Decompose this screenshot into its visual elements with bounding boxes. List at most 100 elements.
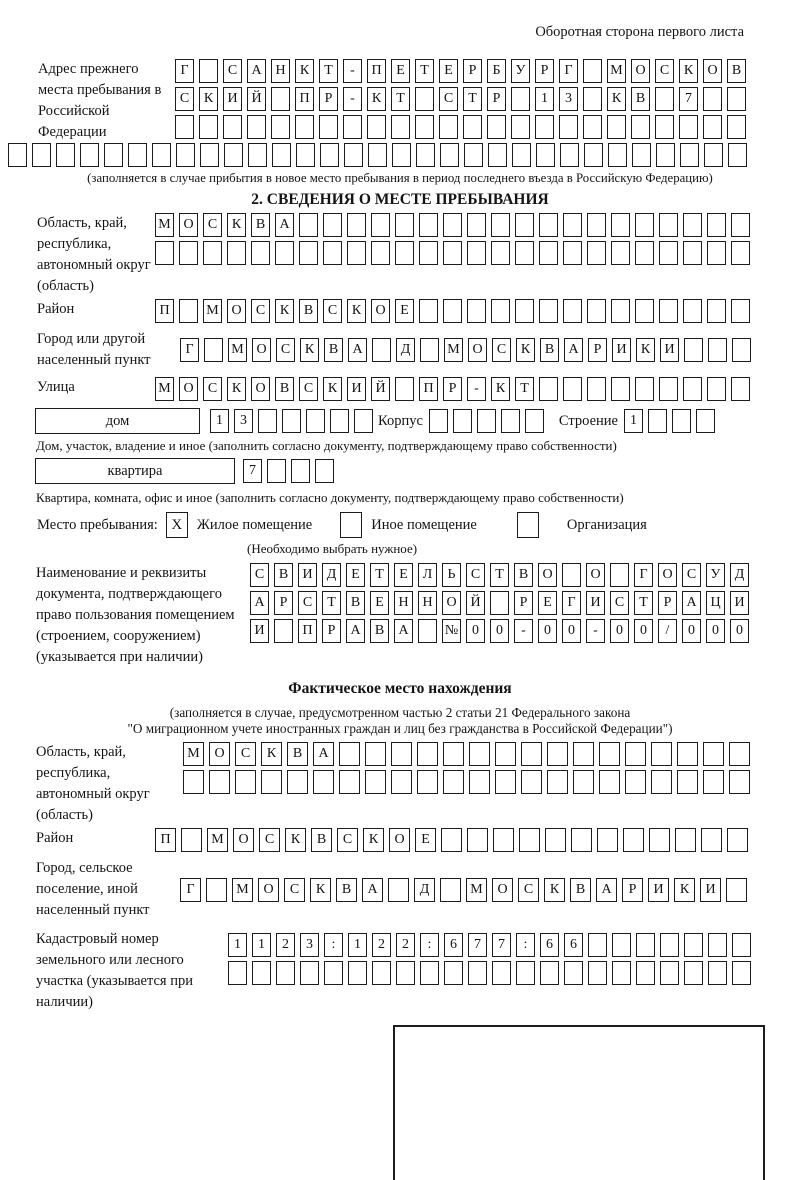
char-box[interactable] — [611, 241, 630, 265]
char-box[interactable] — [467, 828, 488, 852]
char-box[interactable]: Г — [175, 59, 194, 83]
char-box[interactable]: О — [371, 299, 390, 323]
char-box[interactable]: С — [203, 377, 222, 401]
char-box[interactable] — [32, 143, 51, 167]
char-box[interactable] — [388, 877, 409, 902]
char-box[interactable]: И — [660, 338, 679, 362]
char-box[interactable]: Р — [319, 87, 338, 111]
char-box[interactable] — [440, 143, 459, 167]
char-box[interactable]: 0 — [730, 619, 749, 643]
char-box[interactable] — [536, 143, 555, 167]
char-box[interactable]: С — [466, 563, 485, 587]
char-box[interactable] — [679, 115, 698, 139]
char-box[interactable] — [704, 143, 723, 167]
dom-field[interactable]: дом — [35, 408, 200, 434]
char-box[interactable]: Г — [634, 563, 653, 587]
char-box[interactable]: О — [389, 828, 410, 852]
char-box[interactable] — [726, 877, 747, 902]
char-box[interactable] — [415, 115, 434, 139]
char-box[interactable] — [703, 87, 722, 111]
char-box[interactable] — [391, 742, 412, 766]
char-box[interactable] — [587, 299, 606, 323]
char-box[interactable]: Д — [396, 338, 415, 362]
char-box[interactable]: Н — [418, 591, 437, 615]
char-box[interactable]: И — [648, 877, 669, 902]
char-box[interactable]: И — [700, 877, 721, 902]
char-box[interactable]: 0 — [490, 619, 509, 643]
char-box[interactable]: В — [514, 563, 533, 587]
char-box[interactable]: 1 — [535, 87, 554, 111]
char-box[interactable]: 7 — [492, 933, 511, 957]
char-box[interactable]: 1 — [348, 933, 367, 957]
char-box[interactable] — [199, 115, 218, 139]
char-box[interactable] — [323, 241, 342, 265]
char-box[interactable]: Е — [395, 299, 414, 323]
char-box[interactable]: О — [209, 742, 230, 766]
char-box[interactable] — [660, 961, 679, 985]
char-box[interactable] — [635, 241, 654, 265]
char-box[interactable] — [701, 828, 722, 852]
char-box[interactable]: К — [285, 828, 306, 852]
char-box[interactable] — [547, 770, 568, 794]
char-box[interactable] — [632, 143, 651, 167]
char-box[interactable] — [588, 961, 607, 985]
char-box[interactable]: Т — [463, 87, 482, 111]
char-box[interactable]: С — [223, 59, 242, 83]
char-box[interactable] — [419, 241, 438, 265]
char-box[interactable] — [319, 115, 338, 139]
char-box[interactable] — [625, 742, 646, 766]
char-box[interactable] — [443, 742, 464, 766]
char-box[interactable]: Е — [346, 563, 365, 587]
char-box[interactable]: К — [363, 828, 384, 852]
char-box[interactable] — [392, 143, 411, 167]
char-box[interactable] — [299, 241, 318, 265]
char-box[interactable] — [684, 933, 703, 957]
char-box[interactable]: У — [706, 563, 725, 587]
char-box[interactable] — [365, 742, 386, 766]
char-box[interactable]: - — [467, 377, 486, 401]
char-box[interactable]: В — [324, 338, 343, 362]
char-box[interactable] — [323, 213, 342, 237]
char-box[interactable] — [417, 742, 438, 766]
char-box[interactable] — [469, 770, 490, 794]
char-box[interactable] — [306, 409, 325, 433]
char-box[interactable] — [584, 143, 603, 167]
char-box[interactable]: М — [183, 742, 204, 766]
char-box[interactable] — [372, 338, 391, 362]
char-box[interactable]: О — [658, 563, 677, 587]
char-box[interactable]: Л — [418, 563, 437, 587]
char-box[interactable]: 3 — [234, 409, 253, 433]
char-box[interactable]: 0 — [538, 619, 557, 643]
char-box[interactable] — [655, 87, 674, 111]
char-box[interactable] — [535, 115, 554, 139]
char-box[interactable] — [443, 770, 464, 794]
char-box[interactable] — [261, 770, 282, 794]
char-box[interactable] — [588, 933, 607, 957]
char-box[interactable]: К — [300, 338, 319, 362]
char-box[interactable] — [347, 241, 366, 265]
char-box[interactable] — [599, 742, 620, 766]
char-box[interactable] — [416, 143, 435, 167]
char-box[interactable]: Н — [271, 59, 290, 83]
char-box[interactable]: А — [250, 591, 269, 615]
char-box[interactable] — [203, 241, 222, 265]
char-box[interactable]: Р — [463, 59, 482, 83]
char-box[interactable] — [152, 143, 171, 167]
char-box[interactable]: Д — [414, 877, 435, 902]
char-box[interactable] — [443, 241, 462, 265]
char-box[interactable]: - — [586, 619, 605, 643]
char-box[interactable] — [512, 143, 531, 167]
char-box[interactable]: 7 — [243, 459, 262, 483]
char-box[interactable]: С — [492, 338, 511, 362]
char-box[interactable]: Е — [391, 59, 410, 83]
char-box[interactable] — [611, 377, 630, 401]
char-box[interactable] — [365, 770, 386, 794]
char-box[interactable] — [659, 241, 678, 265]
char-box[interactable] — [396, 961, 415, 985]
char-box[interactable] — [223, 115, 242, 139]
char-box[interactable]: К — [636, 338, 655, 362]
char-box[interactable] — [612, 933, 631, 957]
char-box[interactable]: П — [155, 299, 174, 323]
char-box[interactable] — [228, 961, 247, 985]
char-box[interactable]: М — [444, 338, 463, 362]
